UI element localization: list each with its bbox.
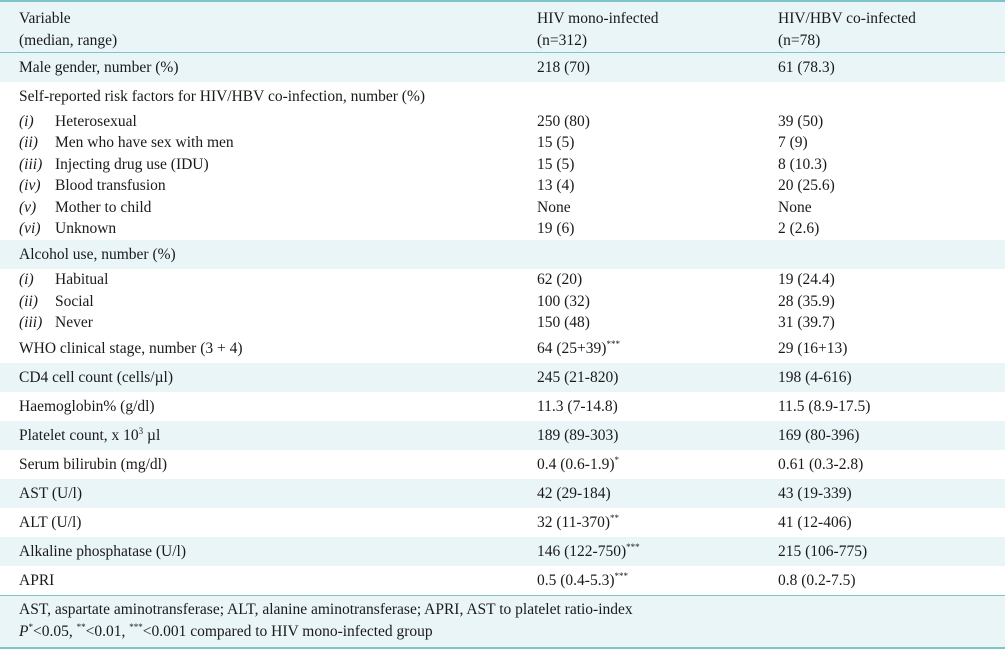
table-row: (ii) Social 100 (32) 28 (35.9) [19, 292, 835, 310]
header-mono: HIV mono-infected (n=312) [537, 10, 659, 49]
table-row: (iii) Never 150 (48) 31 (39.7) [19, 314, 835, 332]
header-variable: Variable (median, range) [19, 10, 118, 49]
table-row: Haemoglobin% (g/dl) 11.3 (7-14.8) 11.5 (… [19, 397, 871, 415]
table-row: Serum bilirubin (mg/dl) 0.4 (0.6-1.9)* 0… [19, 454, 864, 473]
footnote-abbreviations: AST, aspartate aminotransferase; ALT, al… [19, 600, 633, 618]
row-mono-value: 218 (70) [537, 58, 590, 76]
table-row: (i) Heterosexual 250 (80) 39 (50) [19, 112, 824, 130]
table-row: CD4 cell count (cells/µl) 245 (21-820) 1… [0, 362, 1005, 392]
table-row: Platelet count, x 103 µl 189 (89-303) 16… [0, 420, 1005, 450]
section-title-alcohol: Alcohol use, number (%) [0, 240, 1005, 270]
header-co: HIV/HBV co-infected (n=78) [778, 10, 916, 49]
table-row: (v) Mother to child None None [19, 198, 812, 216]
table-row: (ii) Men who have sex with men 15 (5) 7 (… [19, 134, 808, 152]
footnote-significance: P*<0.05, **<0.01, ***<0.001 compared to … [19, 621, 433, 640]
header-row: Variable (median, range) HIV mono-infecte… [0, 1, 1005, 52]
table-row: APRI 0.5 (0.4-5.3)*** 0.8 (0.2-7.5) [19, 570, 856, 589]
table-row: ALT (U/l) 32 (11-370)** 41 (12-406) [19, 512, 852, 531]
table-row: (vi) Unknown 19 (6) 2 (2.6) [19, 220, 820, 238]
row-co-value: 61 (78.3) [778, 58, 835, 76]
table-row: (i) Habitual 62 (20) 19 (24.4) [19, 271, 835, 289]
table-footnote: AST, aspartate aminotransferase; ALT, al… [0, 595, 1005, 648]
table-row: AST (U/l) 42 (29-184) 43 (19-339) [0, 478, 1005, 508]
table-row: Male gender, number (%) 218 (70) 61 (78.… [0, 52, 1005, 82]
table-row: WHO clinical stage, number (3 + 4) 64 (2… [19, 338, 848, 357]
row-label: Male gender, number (%) [19, 58, 179, 76]
table-row: Alkaline phosphatase (U/l) 146 (122-750)… [0, 536, 1005, 566]
data-table: Variable (median, range) HIV mono-infecte… [0, 1, 1005, 648]
section-title-risk: Self-reported risk factors for HIV/HBV c… [19, 87, 426, 105]
table-row: (iv) Blood transfusion 13 (4) 20 (25.6) [19, 177, 835, 195]
table-row: (iii) Injecting drug use (IDU) 15 (5) 8 (… [19, 155, 828, 173]
